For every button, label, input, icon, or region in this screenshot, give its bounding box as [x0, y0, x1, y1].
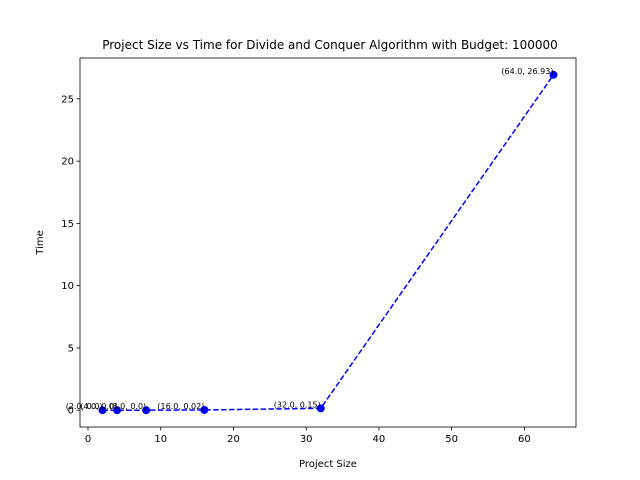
y-tick-label: 25	[61, 94, 74, 105]
axes	[79, 57, 577, 428]
point-label: (2.0, 0.0)	[66, 402, 103, 411]
x-tick-label: 50	[445, 434, 458, 445]
point-label: (16.0, 0.02)	[157, 402, 204, 411]
data-point	[98, 406, 107, 415]
data-point	[200, 405, 209, 414]
x-tick-label: 60	[518, 434, 531, 445]
x-tick-label: 30	[300, 434, 313, 445]
x-tick-label: 10	[154, 434, 167, 445]
point-label: (4.0, 0.0)	[80, 402, 117, 411]
chart-title: Project Size vs Time for Divide and Conq…	[102, 38, 558, 52]
plot-frame	[79, 57, 577, 428]
x-axis-label: Project Size	[299, 459, 357, 470]
data-point	[549, 70, 558, 79]
point-labels: (2.0, 0.0)(4.0, 0.0)(8.0, 0.0) (16.0, 0.0…	[66, 67, 554, 411]
data-point	[142, 406, 151, 415]
y-tick-label: 20	[61, 157, 74, 168]
x-tick-label: 40	[373, 434, 386, 445]
y-tick-label: 0	[68, 406, 74, 417]
series	[98, 70, 558, 415]
point-label: (32.0, 0.15)	[274, 400, 321, 409]
y-tick-label: 15	[61, 219, 74, 230]
data-point	[113, 406, 122, 415]
point-label: (64.0, 26.93)	[501, 67, 553, 76]
y-tick-label: 10	[61, 281, 74, 292]
point-label: (8.0, 0.0)	[109, 402, 146, 411]
y-axis-label: Time	[35, 230, 46, 255]
x-tick-label: 0	[85, 434, 91, 445]
x-tick-label: 20	[227, 434, 240, 445]
ticks: 0 10 20 30 40 50 60 0 5 10 15 20 25	[61, 94, 530, 445]
data-point	[316, 404, 325, 413]
series-line	[102, 74, 555, 411]
y-tick-label: 5	[68, 343, 74, 354]
